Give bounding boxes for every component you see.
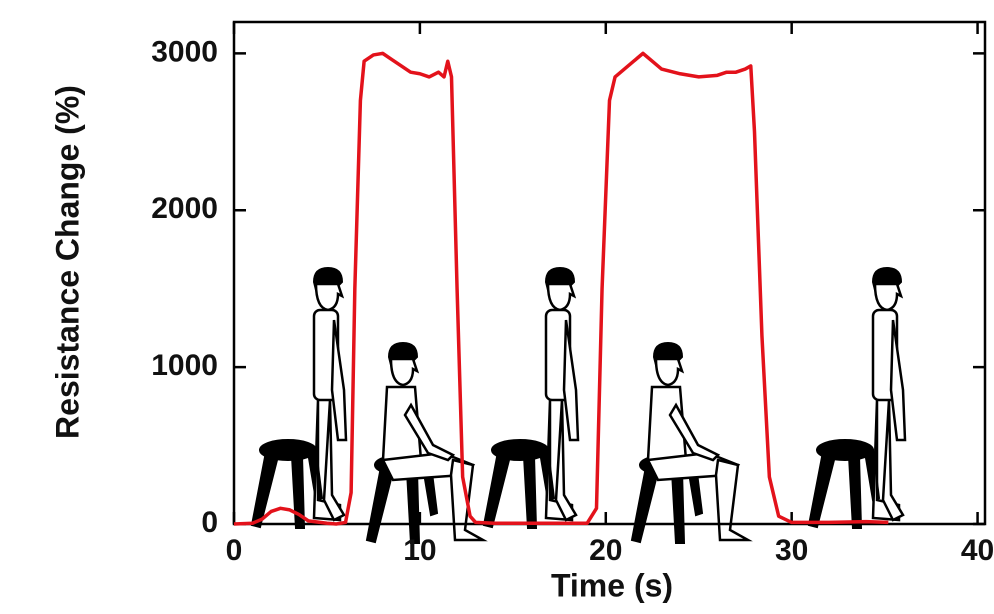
standing-person	[312, 266, 348, 522]
x-tick-label: 20	[589, 534, 622, 567]
stool	[808, 439, 880, 529]
stool	[483, 439, 555, 529]
x-tick-label: 0	[226, 534, 243, 567]
x-tick-label: 30	[775, 534, 808, 567]
x-tick-label: 10	[403, 534, 436, 567]
y-axis-label: Resistance Change (%)	[49, 85, 85, 439]
x-axis-label: Time (s)	[551, 567, 673, 603]
plot-frame	[232, 20, 987, 526]
data-line	[233, 51, 889, 526]
y-tick-label: 3000	[151, 35, 218, 68]
standing-person	[544, 266, 580, 522]
standing-person	[871, 266, 907, 522]
y-tick-label: 0	[201, 506, 218, 539]
y-tick-label: 2000	[151, 192, 218, 225]
x-tick-label: 40	[961, 534, 994, 567]
y-tick-label: 1000	[151, 349, 218, 382]
stool	[251, 439, 323, 529]
